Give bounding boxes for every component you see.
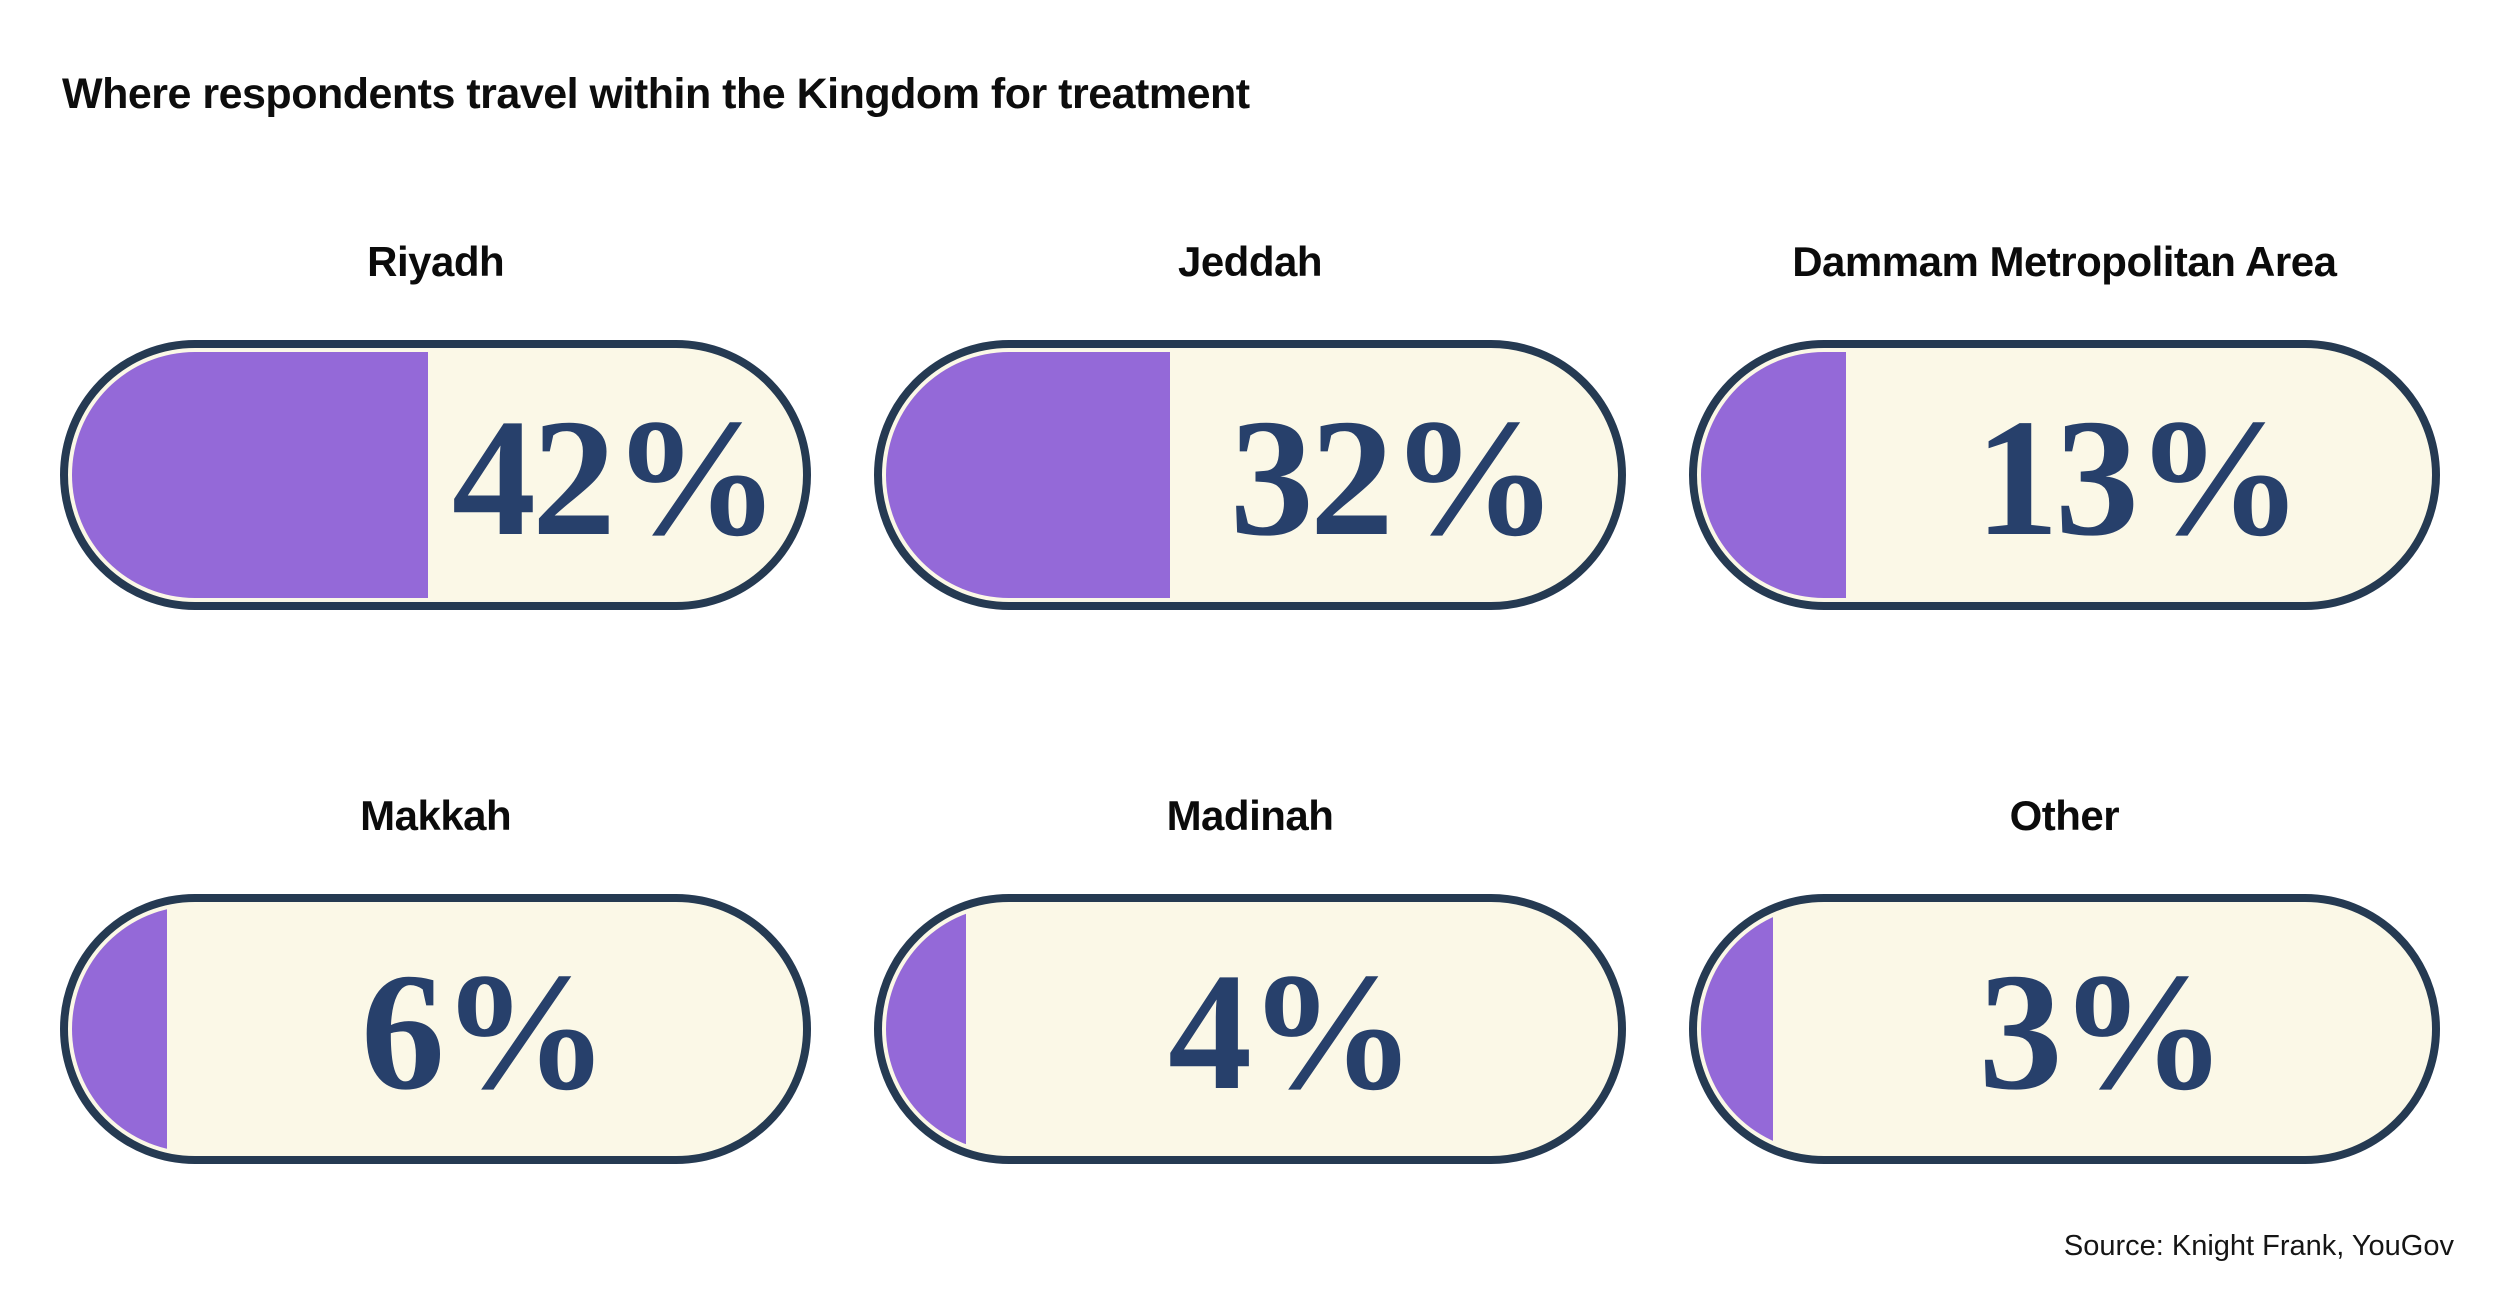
capsule-riyadh: 42% [60,340,812,610]
gauge-label-dammam: Dammam Metropolitan Area [1792,238,2337,285]
source-note: Source: Knight Frank, YouGov [2063,1230,2454,1262]
capsule-madinah: 4% [874,894,1626,1164]
capsule-track: 4% [886,906,1613,1152]
gauge-cell-other: Other 3% [1688,792,2440,1164]
capsule-value-madinah: 4% [1167,938,1416,1125]
capsule-other: 3% [1688,894,2440,1164]
capsule-makkah: 6% [60,894,812,1164]
gauge-label-riyadh: Riyadh [367,238,505,285]
capsule-fill [886,352,1170,598]
capsule-fill [1700,906,1774,1152]
chart-title: Where respondents travel within the King… [62,70,1250,118]
capsule-fill [1700,352,1847,598]
gauge-cell-dammam: Dammam Metropolitan Area 13% [1688,238,2440,610]
capsule-value-riyadh: 42% [451,384,780,571]
capsule-dammam: 13% [1688,340,2440,610]
capsule-track: 13% [1700,352,2428,598]
capsule-track: 32% [886,352,1613,598]
gauge-cell-riyadh: Riyadh 42% [60,238,812,610]
capsule-value-jeddah: 32% [1229,384,1558,571]
gauge-cell-jeddah: Jeddah 32% [874,238,1626,610]
gauge-label-jeddah: Jeddah [1177,238,1323,285]
gauges-grid: Riyadh 42% Jeddah 32% Dammam Metropolita… [60,238,2440,1164]
capsule-track: 6% [72,906,799,1152]
gauge-cell-madinah: Madinah 4% [874,792,1626,1164]
capsule-value-makkah: 6% [360,938,609,1125]
gauge-cell-makkah: Makkah 6% [60,792,812,1164]
capsule-fill [886,906,967,1152]
gauge-label-makkah: Makkah [360,792,512,839]
capsule-track: 42% [72,352,799,598]
gauge-label-madinah: Madinah [1166,792,1334,839]
gauge-label-other: Other [2009,792,2120,839]
capsule-jeddah: 32% [874,340,1626,610]
capsule-value-other: 3% [1978,938,2227,1125]
capsule-value-dammam: 13% [1975,384,2303,571]
capsule-fill [72,906,167,1152]
capsule-track: 3% [1700,906,2428,1152]
capsule-fill [72,352,429,598]
